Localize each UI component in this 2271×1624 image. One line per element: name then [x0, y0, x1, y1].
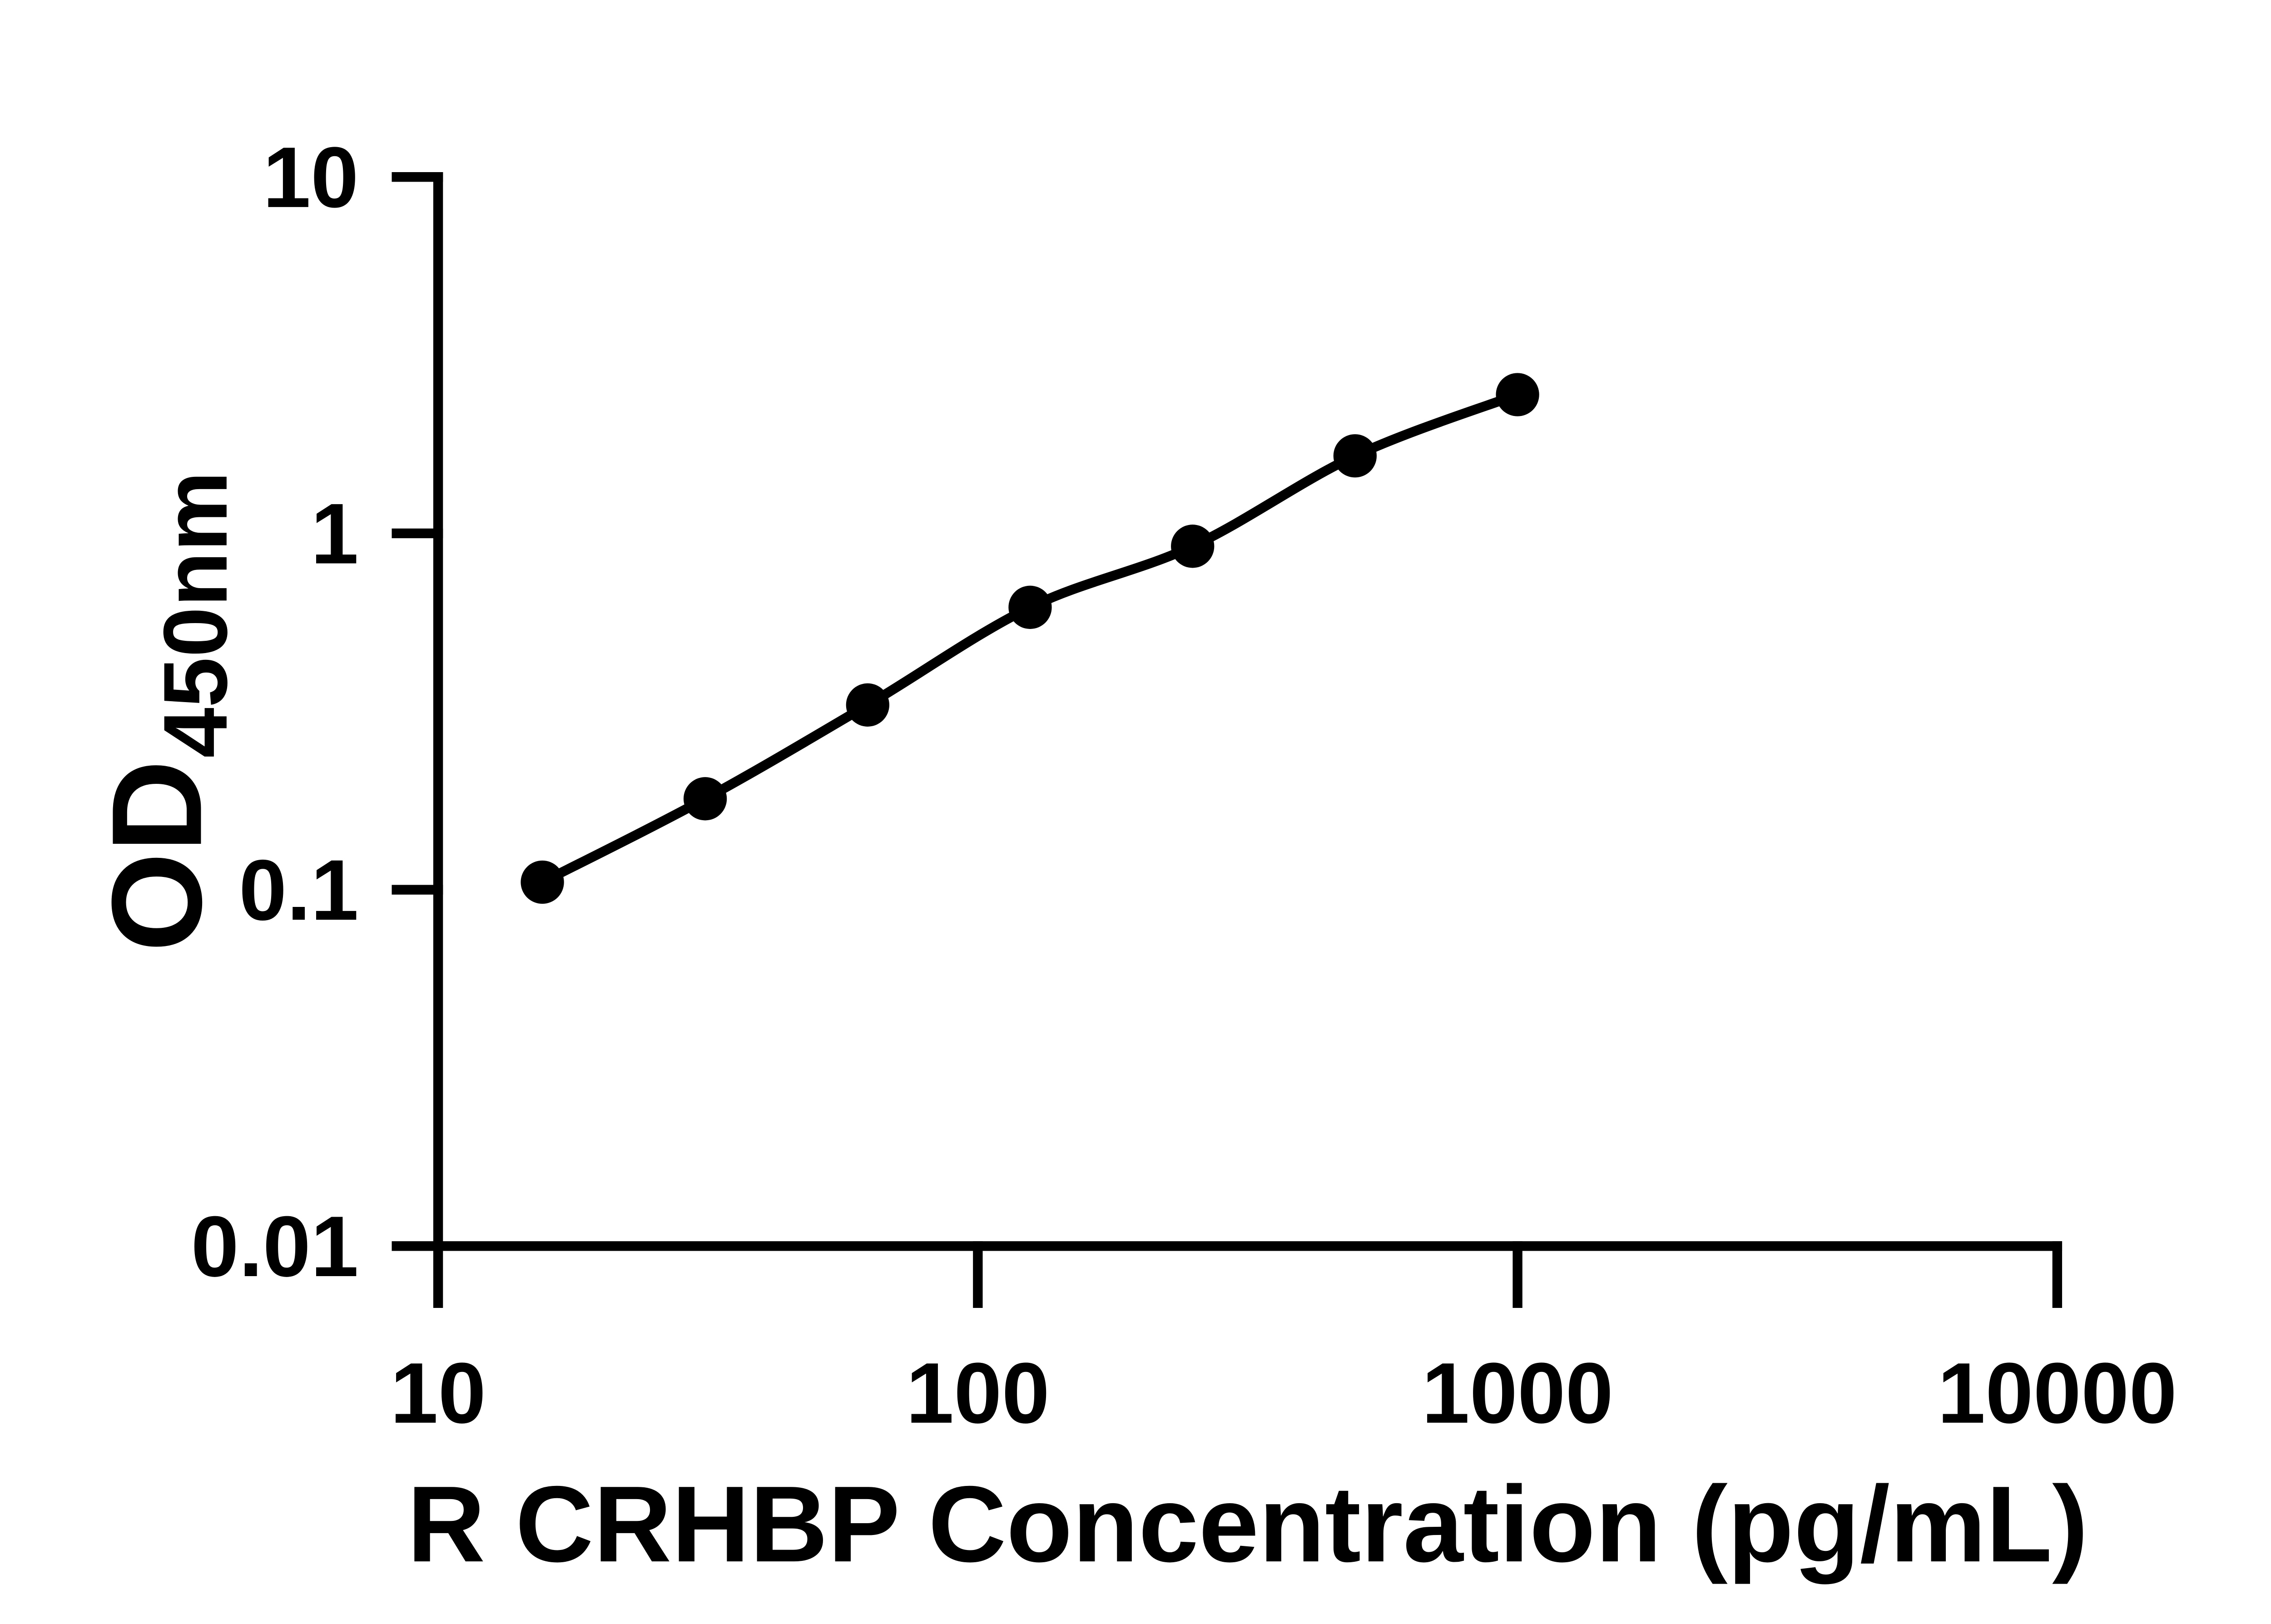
y-axis-title-sub: 450nm — [145, 471, 246, 758]
axes — [392, 172, 2063, 1308]
data-point-marker — [521, 860, 564, 904]
x-tick-label: 1000 — [1422, 1345, 1613, 1441]
x-tick-labels: 10 100 1000 10000 — [390, 1345, 2177, 1441]
y-tick-label: 1 — [311, 486, 358, 582]
x-tick-label: 10000 — [1938, 1345, 2177, 1441]
data-point-marker — [683, 777, 727, 821]
x-tick-label: 10 — [390, 1345, 486, 1441]
data-point-marker — [1171, 525, 1215, 568]
data-point-marker — [1333, 434, 1377, 478]
x-axis-title: R CRHBP Concentration (pg/mL) — [407, 1464, 2088, 1584]
data-points — [521, 373, 1539, 904]
x-tick-label: 100 — [906, 1345, 1050, 1441]
y-tick-label: 10 — [263, 129, 359, 226]
y-tick-label: 0.01 — [191, 1198, 359, 1295]
data-point-marker — [1496, 373, 1539, 416]
y-tick-labels: 10 1 0.1 0.01 — [191, 129, 359, 1295]
y-axis-title: OD 450nm — [85, 471, 246, 952]
y-tick-label: 0.1 — [239, 842, 359, 938]
data-point-marker — [1008, 585, 1052, 629]
data-point-marker — [846, 683, 889, 727]
y-axis-title-main: OD — [85, 760, 228, 952]
